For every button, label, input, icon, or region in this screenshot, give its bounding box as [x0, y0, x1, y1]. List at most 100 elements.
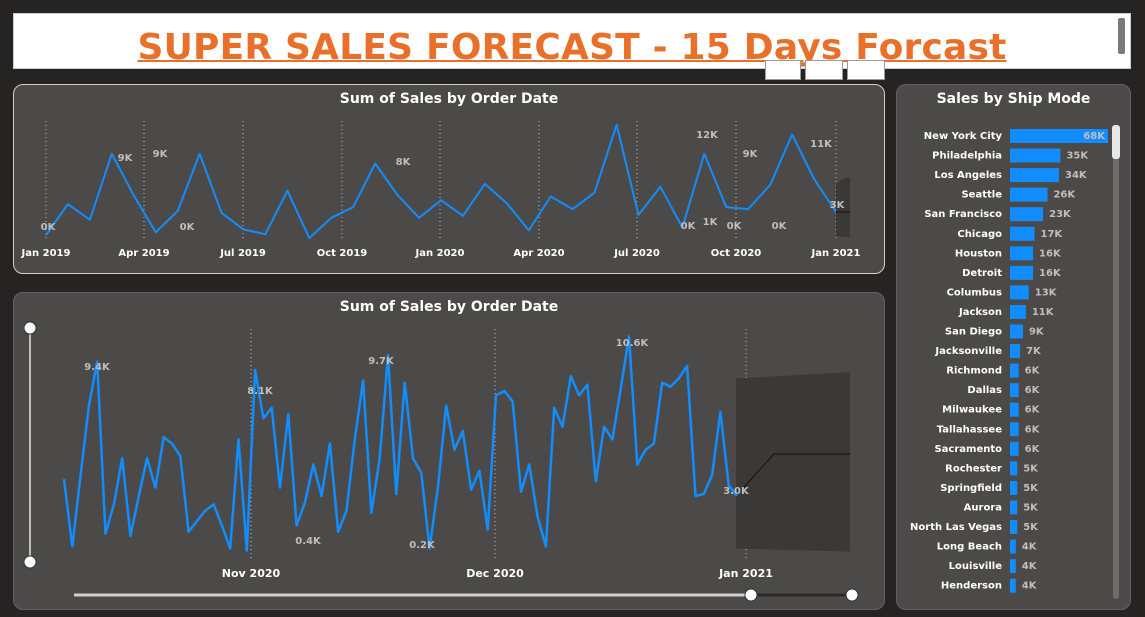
bar [1010, 500, 1018, 515]
bar-value-label: 13K [1035, 287, 1058, 298]
data-label: 0K [41, 222, 57, 233]
top-chart-title: Sum of Sales by Order Date [339, 91, 559, 107]
data-label: 3K [830, 200, 846, 211]
bar-category-label: Jacksonville [934, 346, 1002, 357]
bar-category-label: Chicago [957, 229, 1002, 240]
bar-value-label: 6K [1025, 385, 1041, 396]
bar-category-label: Dallas [967, 385, 1002, 396]
more-options-button[interactable] [847, 60, 885, 80]
bottom-sales-chart-panel[interactable]: Sum of Sales by Order Date Nov 2020 Dec 2… [13, 292, 885, 610]
bar-category-label: San Diego [945, 327, 1002, 338]
page-title: SUPER SALES FORECAST - 15 Days Forcast [137, 27, 1007, 68]
bar [1010, 402, 1019, 417]
horizontal-slider-handle-left[interactable] [744, 588, 758, 602]
bar-category-label: Long Beach [937, 542, 1002, 553]
bar-category-label: Henderson [941, 581, 1002, 592]
bar-value-label: 6K [1025, 366, 1041, 377]
x-tick-label: Oct 2020 [711, 248, 762, 259]
sales-series-line [45, 123, 837, 240]
data-label: 0.4K [295, 536, 322, 547]
bar [1010, 187, 1048, 202]
bar [1010, 129, 1108, 143]
x-tick-label: Jan 2021 [718, 567, 773, 580]
bar-value-label: 5K [1023, 483, 1039, 494]
bottom-chart-title: Sum of Sales by Order Date [339, 299, 559, 315]
data-label: 9K [153, 149, 169, 160]
forecast-band [736, 372, 850, 552]
bottom-line-chart: Nov 2020 Dec 2020 Jan 2021 9.4K 8.1K 0.4K 9.7K… [23, 321, 859, 602]
focus-mode-button[interactable] [765, 60, 801, 80]
x-tick-label: Oct 2019 [317, 248, 368, 259]
data-label: 10.6K [616, 338, 650, 349]
bar-category-label: Columbus [947, 287, 1002, 298]
bar-value-label: 5K [1023, 522, 1039, 533]
bar-category-label: Jackson [958, 307, 1002, 318]
bar [1010, 207, 1044, 222]
sales-bar-chart: New York City 68K Philadelphia 35K Los Angel… [910, 129, 1108, 593]
horizontal-slider-handle-right[interactable] [845, 588, 859, 602]
bar-category-label: Richmond [946, 366, 1002, 377]
bar-chart-scrollbar-track[interactable] [1113, 125, 1119, 599]
data-label: 11K [810, 139, 833, 150]
bar-value-label: 4K [1022, 542, 1038, 553]
data-label: 0K [727, 221, 743, 232]
bar-value-label: 9K [1029, 327, 1045, 338]
x-tick-label: Jan 2019 [21, 248, 71, 259]
x-tick-label: Nov 2020 [222, 567, 281, 580]
vertical-slider-handle-bottom[interactable] [23, 555, 37, 569]
bar-category-label: Rochester [945, 463, 1002, 474]
bar [1010, 461, 1018, 476]
bar-category-label: North Las Vegas [910, 522, 1002, 533]
ship-mode-chart-panel[interactable]: Sales by Ship Mode New York City 68K Phila… [896, 84, 1131, 610]
bar-category-label: Los Angeles [934, 170, 1002, 181]
data-label: 9.7K [368, 356, 395, 367]
data-label: 9K [118, 153, 134, 164]
bar [1010, 265, 1034, 280]
title-banner: SUPER SALES FORECAST - 15 Days Forcast [13, 13, 1131, 69]
bar-value-label: 6K [1025, 405, 1041, 416]
bar [1010, 559, 1016, 574]
bar-value-label: 16K [1039, 248, 1062, 259]
x-tick-label: Jan 2020 [415, 248, 465, 259]
bar-value-label: 34K [1065, 170, 1088, 181]
bar-value-label: 4K [1022, 581, 1038, 592]
bar-chart-scrollbar-thumb[interactable] [1112, 125, 1120, 159]
title-scrollbar[interactable] [1118, 18, 1125, 54]
bar-category-label: San Francisco [924, 209, 1002, 220]
data-label: 3.0K [723, 486, 750, 497]
data-label: 0K [772, 221, 788, 232]
bar-category-label: Sacramento [934, 444, 1002, 455]
bar-category-label: New York City [924, 131, 1003, 142]
bar-value-label: 11K [1032, 307, 1055, 318]
x-tick-label: Jul 2019 [219, 248, 266, 259]
data-label: 12K [696, 130, 719, 141]
vertical-slider-handle-top[interactable] [23, 321, 37, 335]
bar [1010, 148, 1061, 163]
bar [1010, 324, 1023, 339]
data-label: 8.1K [247, 386, 274, 397]
top-line-chart: Jan 2019 Apr 2019 Jul 2019 Oct 2019 Jan 2020… [21, 121, 861, 259]
bar-category-label: Louisville [949, 561, 1003, 572]
bar-chart-title: Sales by Ship Mode [936, 91, 1091, 107]
bar-value-label: 6K [1025, 424, 1041, 435]
bar [1010, 422, 1019, 437]
x-tick-label: Apr 2019 [118, 248, 169, 259]
bar-category-label: Houston [955, 248, 1002, 259]
bar [1010, 480, 1018, 495]
x-tick-label: Apr 2020 [513, 248, 564, 259]
x-tick-label: Dec 2020 [466, 567, 524, 580]
data-label: 8K [396, 157, 412, 168]
bar-category-label: Milwaukee [942, 405, 1002, 416]
bar-value-label: 7K [1026, 346, 1042, 357]
bar-category-label: Seattle [961, 190, 1002, 201]
bar-category-label: Aurora [964, 502, 1002, 513]
data-label: 9K [743, 149, 759, 160]
bar [1010, 168, 1059, 183]
bar-value-label: 35K [1066, 151, 1089, 162]
top-sales-chart-panel[interactable]: Sum of Sales by Order Date Jan 2019 Apr 2… [13, 84, 885, 274]
bar-value-label: 68K [1083, 131, 1106, 142]
x-tick-label: Jan 2021 [811, 248, 861, 259]
filter-button[interactable] [805, 60, 843, 80]
bar [1010, 304, 1026, 319]
bar-category-label: Detroit [962, 268, 1002, 279]
